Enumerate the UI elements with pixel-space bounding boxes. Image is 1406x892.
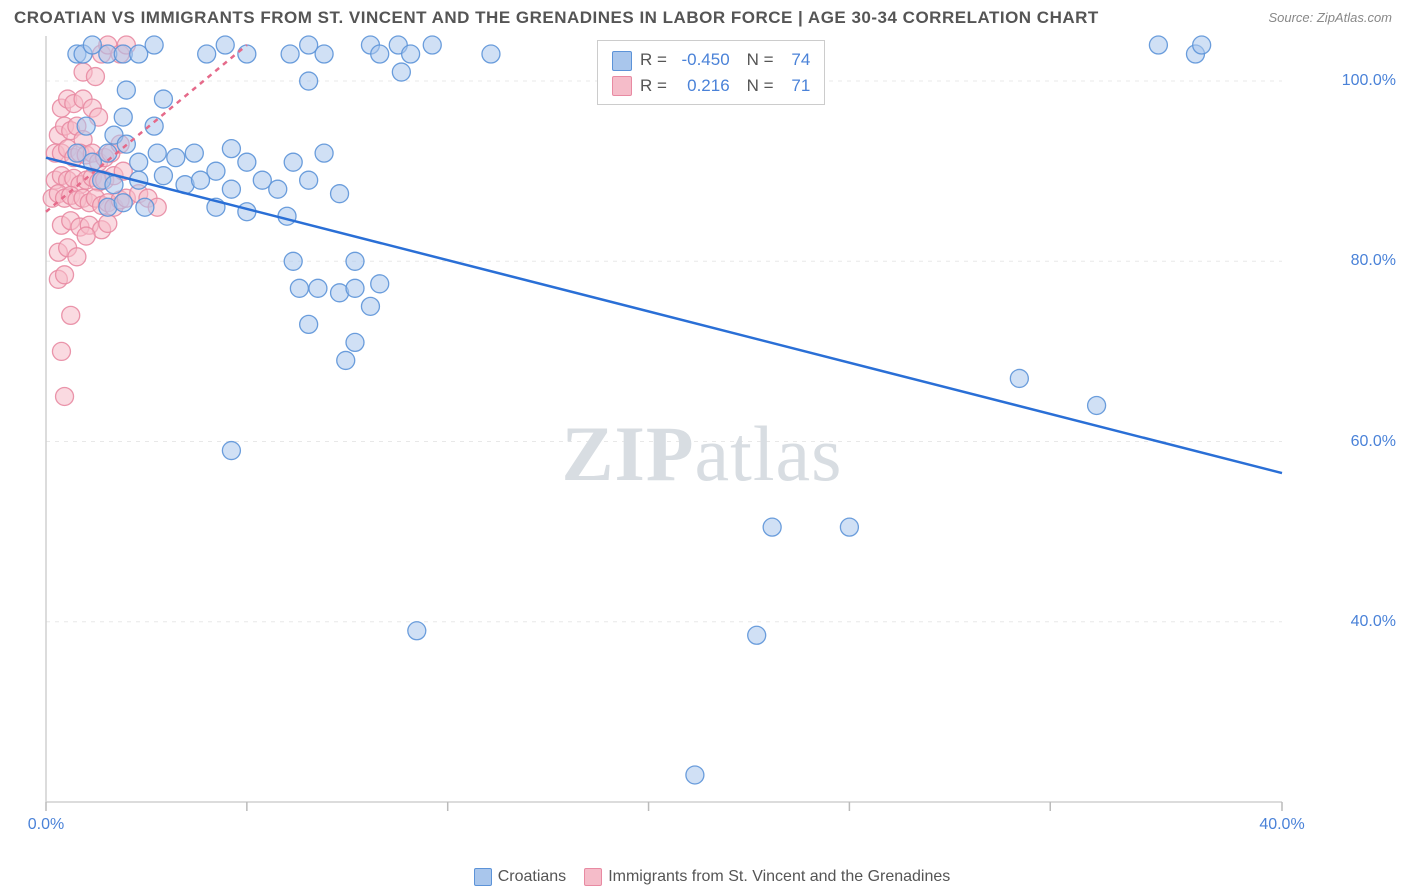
stats-legend-box: R = -0.450 N = 74R = 0.216 N = 71	[597, 40, 825, 105]
legend-swatch	[584, 868, 602, 886]
stats-swatch	[612, 76, 632, 96]
stats-row: R = 0.216 N = 71	[612, 73, 810, 99]
y-tick-label: 60.0%	[1351, 433, 1396, 451]
legend-swatch	[474, 868, 492, 886]
legend-label: Croatians	[498, 868, 566, 885]
chart-title: CROATIAN VS IMMIGRANTS FROM ST. VINCENT …	[14, 8, 1099, 28]
x-tick-label: 40.0%	[1259, 816, 1304, 834]
stats-row: R = -0.450 N = 74	[612, 47, 810, 73]
y-tick-label: 80.0%	[1351, 252, 1396, 270]
stats-swatch	[612, 51, 632, 71]
y-tick-label: 40.0%	[1351, 613, 1396, 631]
source-credit: Source: ZipAtlas.com	[1268, 10, 1392, 25]
scatter-plot	[42, 32, 1362, 844]
bottom-legend: Croatians Immigrants from St. Vincent and…	[0, 868, 1406, 886]
legend-label: Immigrants from St. Vincent and the Gren…	[608, 868, 950, 885]
x-tick-label: 0.0%	[28, 816, 64, 834]
y-tick-label: 100.0%	[1342, 72, 1396, 90]
chart-area: ZIPatlas R = -0.450 N = 74R = 0.216 N = …	[42, 32, 1362, 844]
